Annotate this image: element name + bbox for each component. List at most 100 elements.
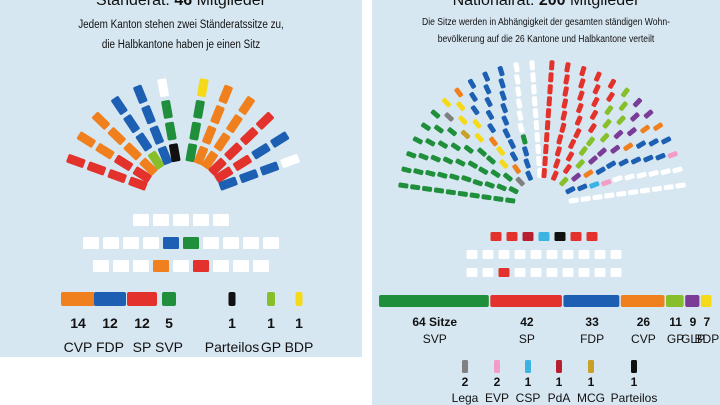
national-council-seat [565,186,576,195]
national-council-seat [516,110,524,121]
national-council-seat [413,168,424,176]
national-council-seat [406,151,417,159]
national-council-seat [487,123,496,134]
national-council-seat [606,91,615,102]
national-council-seat [675,182,686,189]
council-of-states-middle-seat [153,260,169,272]
national-council-seat [595,166,606,175]
national-council-seat [574,115,583,126]
national-council-seat [573,128,582,139]
national-council-seat [601,179,612,187]
national-council-seat [537,168,543,179]
national-council-seat [672,166,683,174]
national-council-seat [592,194,603,201]
national-council-seat [515,86,522,97]
legend-label-fdp: FDP [96,339,124,355]
legend-count-cvp: 14 [70,315,86,331]
national-council-seat [597,147,607,157]
national-council-seat [425,170,436,177]
national-council-seat [523,158,531,169]
national-council-seat [481,194,492,201]
national-council-seat [559,176,569,187]
council-of-states-seat [148,150,165,170]
national-council-seat [591,96,600,108]
national-council-seat [575,159,585,169]
national-council-seat [445,189,456,196]
council-of-states-middle-seat [263,237,279,249]
national-council-seat [474,132,484,143]
national-council-seat [505,197,516,204]
small-party-count-mcg: 1 [588,375,595,389]
national-council-seat [493,195,504,202]
national-council-seat [410,184,421,191]
national-council-seat [547,84,553,95]
council-of-states-seat [92,111,110,130]
national-council-seat [455,158,466,167]
bar-count-bdp: 7 [704,315,711,329]
national-council-seat [624,173,635,181]
legend-swatch-gp [267,292,275,306]
national-council-seat [531,84,537,95]
council-of-states-seat [139,157,158,176]
national-council-seat [478,166,489,175]
national-council-seat [456,101,466,111]
small-party-swatch-csp [525,360,531,373]
national-council-seat [563,74,570,85]
council-of-states-seat [226,114,243,134]
national-council-seat [630,156,642,165]
national-council-middle-seat [490,232,502,241]
seat-bar-gp [666,295,684,307]
national-council-seat [496,146,506,156]
small-party-count-parteilos: 1 [631,375,638,389]
national-council-seat [580,195,591,202]
national-council-seat [551,170,559,181]
national-council-middle-seat [586,232,598,241]
small-party-count-csp: 1 [525,375,532,389]
national-council-seat [576,103,584,114]
council-of-states-seat [259,161,280,176]
national-council-seat [501,115,510,126]
legend-swatch-svp [162,292,176,306]
council-of-states-seat [76,131,96,148]
council-of-states-seat [168,143,181,163]
national-council-panel: Nationalrat: 200 Mitglieder Die Sitze we… [372,0,720,405]
council-of-states-middle-seat [133,214,149,226]
council-of-states-seat [214,166,234,183]
national-council-seat [579,65,587,77]
council-of-states-seat [270,131,290,148]
national-council-seat [457,190,468,197]
national-council-seat [648,138,659,147]
small-party-label-mcg: MCG [577,391,605,405]
council-of-states-seat [111,96,128,115]
council-of-states-middle-seat [103,237,119,249]
national-council-seat [616,115,626,125]
council-of-states-seat [165,121,177,141]
council-of-states-middle-seat [193,214,209,226]
national-council-seat [534,132,541,143]
council-of-states-seat [213,132,231,152]
national-council-seat [564,62,571,73]
council-of-states-middle-seat [133,260,149,272]
seat-bar-fdp [563,295,620,307]
national-council-seat [461,175,472,183]
legend-label-svp: SVP [155,339,183,355]
national-council-middle-seat [466,268,478,277]
bar-count-svp: 64 Sitze [412,315,457,329]
national-council-seat [651,185,662,192]
small-party-swatch-pda [556,360,562,373]
national-council-seat [490,169,501,178]
council-of-states-middle-seat [253,260,269,272]
bar-count-sp: 42 [520,315,534,329]
national-council-seat [497,65,505,77]
council-of-states-seat [132,166,152,183]
national-council-seat [398,182,409,189]
national-council-seat [442,156,454,165]
national-council-seat [467,78,477,89]
national-council-seat [425,138,436,147]
national-council-middle-seat [482,268,494,277]
national-council-seat [420,122,431,131]
national-council-seat [586,136,595,147]
council-of-states-seat [189,121,201,141]
bar-label-cvp: CVP [631,332,656,346]
legend-label-sp: SP [133,339,152,355]
